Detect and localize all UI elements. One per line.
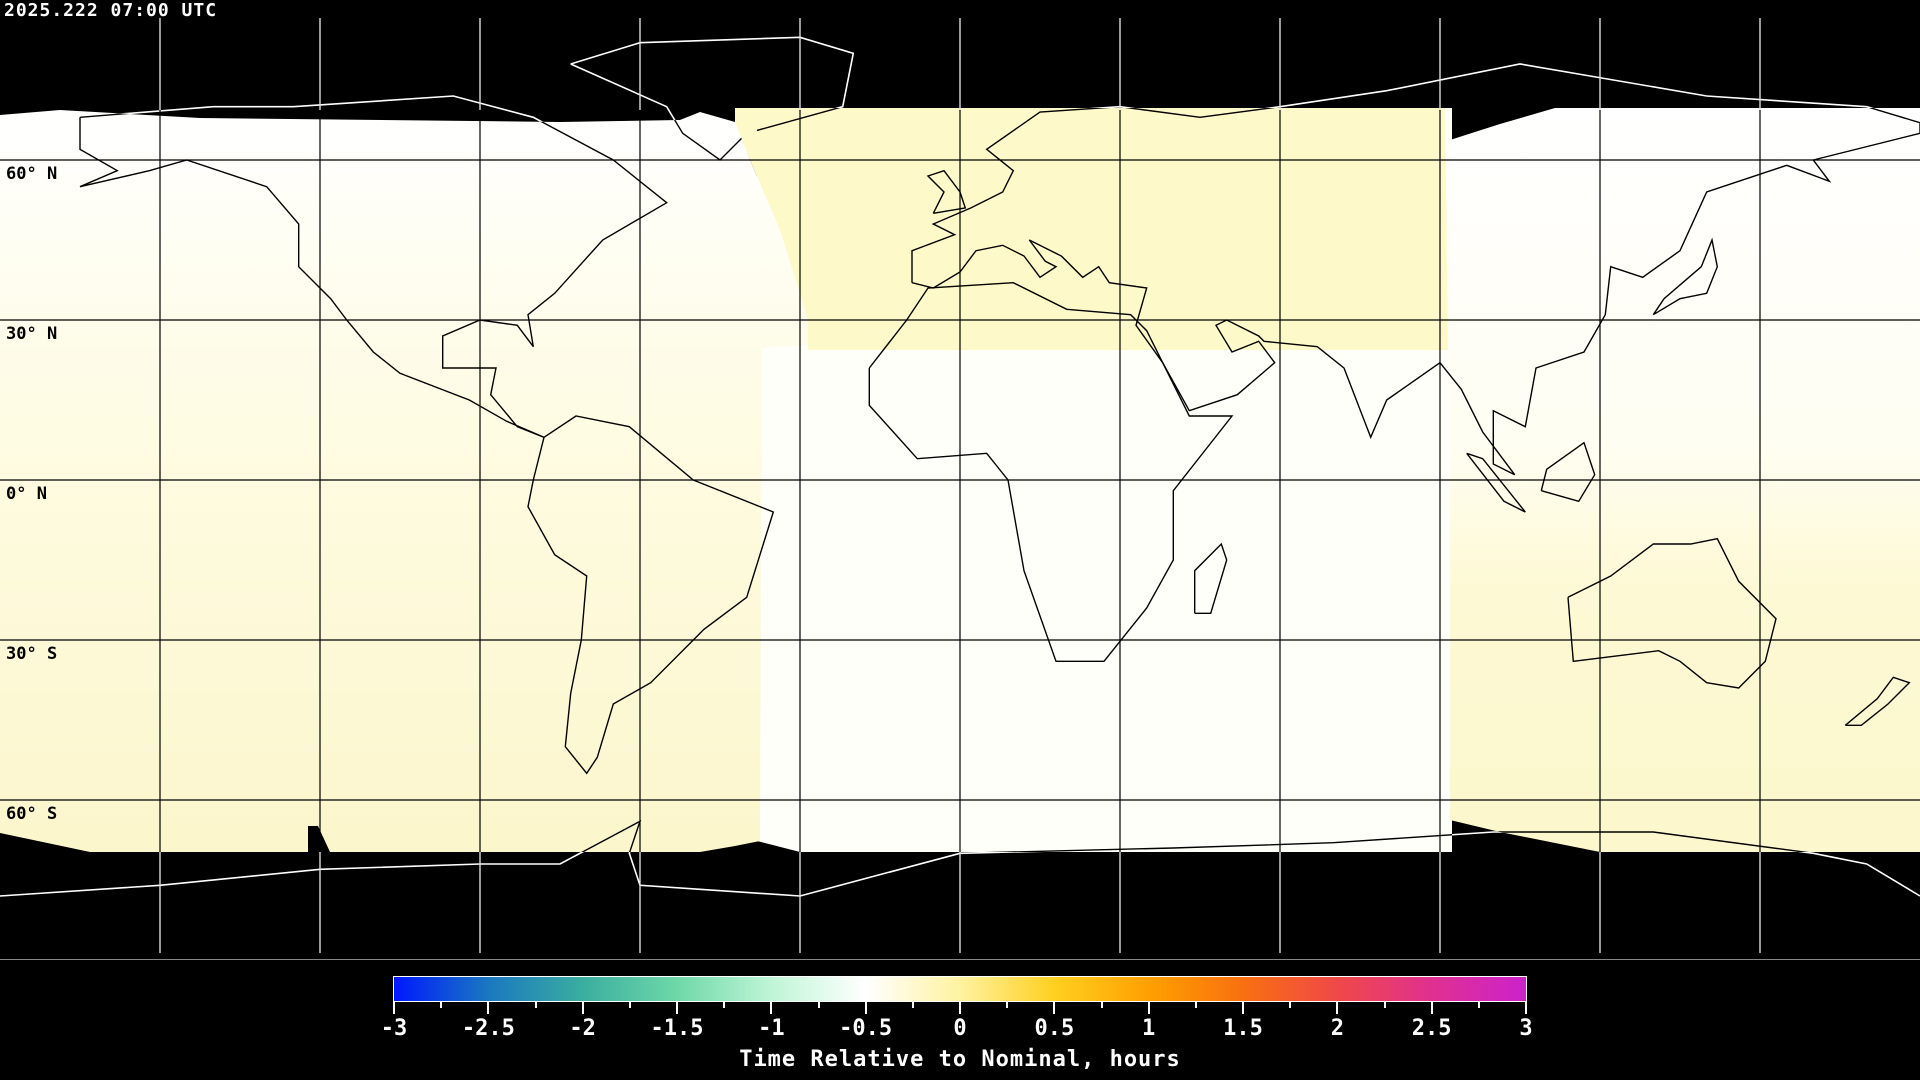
colorbar-tick [1289, 1002, 1292, 1008]
colorbar-tick [1147, 1002, 1150, 1014]
colorbar-tick [628, 1002, 631, 1008]
coastline-japan [1652, 237, 1719, 316]
lat-label-60s: 60° S [6, 804, 58, 824]
coastline-sumatra [1466, 452, 1526, 513]
colorbar-tick-label: -2.5 [461, 1016, 515, 1041]
colorbar-tick [1194, 1002, 1197, 1008]
colorbar-title: Time Relative to Nominal, hours [739, 1047, 1181, 1072]
colorbar-tick [864, 1002, 867, 1014]
map-border [0, 959, 1920, 960]
colorbar-tick [1477, 1002, 1480, 1008]
colorbar [393, 976, 1527, 1002]
colorbar-tick-label: 2 [1330, 1016, 1344, 1041]
colorbar-tick [1053, 1002, 1056, 1014]
lat-label-30s: 30° S [6, 644, 58, 664]
colorbar-tick [487, 1002, 490, 1014]
graticule [0, 18, 1920, 953]
colorbar-tick [534, 1002, 537, 1008]
colorbar-tick [440, 1002, 443, 1008]
coastline-antarctica [0, 819, 1920, 852]
colorbar-tick-label: -2 [569, 1016, 596, 1041]
colorbar-tick [911, 1002, 914, 1008]
lat-label-30n: 30° N [6, 324, 58, 344]
colorbar-tick [1006, 1002, 1009, 1008]
colorbar-tick [581, 1002, 584, 1014]
colorbar-tick-label: -3 [380, 1016, 408, 1041]
colorbar-tick [770, 1002, 773, 1014]
colorbar-tick-label: 2.5 [1411, 1016, 1452, 1041]
coastline-eurasia [911, 108, 1920, 476]
colorbar-tick-label: 3 [1519, 1016, 1533, 1041]
data-region-eurasia [735, 108, 1448, 350]
coastlines [0, 108, 1920, 852]
colorbar-tick [1383, 1002, 1386, 1008]
colorbar-tick [723, 1002, 726, 1008]
colorbar-tick [1242, 1002, 1244, 1014]
colorbar-tick-label: 1.5 [1223, 1016, 1263, 1041]
colorbar-tick [1430, 1002, 1433, 1014]
colorbar-tick [1336, 1002, 1339, 1014]
lat-label-60n: 60° N [6, 164, 58, 184]
colorbar-tick [1525, 1002, 1527, 1014]
colorbar-tick [1100, 1002, 1103, 1008]
colorbar-tick-label: 1 [1142, 1016, 1156, 1041]
coastline-madagascar [1193, 542, 1228, 614]
colorbar-tick [393, 1002, 395, 1014]
colorbar-tick [959, 1002, 961, 1014]
coastline-new-zealand [1844, 676, 1911, 726]
colorbar-tick-label: 0 [953, 1016, 967, 1041]
lat-label-0n: 0° N [6, 484, 47, 504]
colorbar-tick-label: -1 [758, 1016, 785, 1041]
coastline-borneo [1540, 441, 1596, 503]
data-region-americas [0, 110, 808, 852]
coastline-africa [868, 281, 1234, 662]
timestamp: 2025.222 07:00 UTC [4, 0, 218, 21]
colorbar-tick-label: -0.5 [839, 1016, 893, 1041]
world-map [0, 18, 1920, 953]
colorbar-tick [817, 1002, 820, 1008]
coastline-britain [926, 169, 967, 214]
colorbar-tick-label: -1.5 [650, 1016, 704, 1041]
colorbar-tick-label: 0.5 [1034, 1016, 1075, 1041]
colorbar-tick [676, 1002, 678, 1014]
